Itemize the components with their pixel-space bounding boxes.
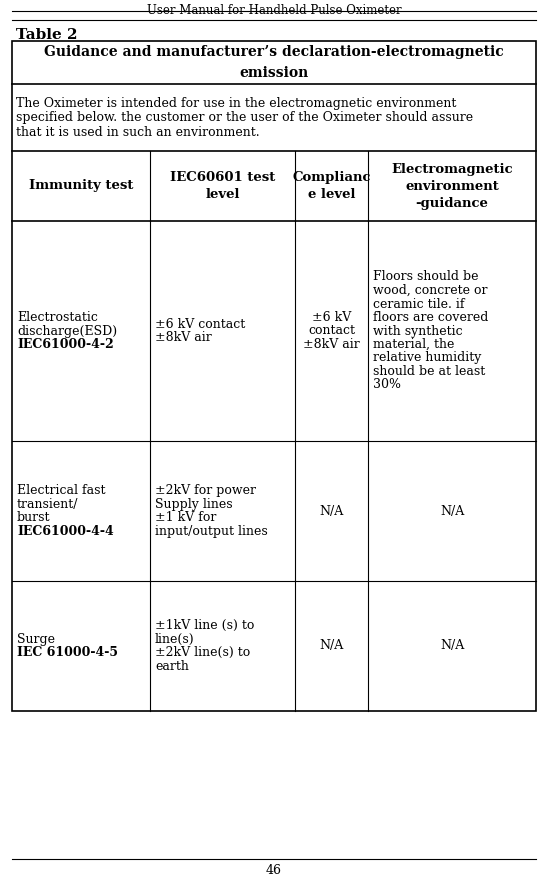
Text: burst: burst [17,511,50,525]
Text: 30%: 30% [373,379,401,391]
Text: N/A: N/A [440,639,464,653]
Text: Supply lines: Supply lines [155,498,232,511]
Text: specified below. the customer or the user of the Oximeter should assure: specified below. the customer or the use… [16,111,473,124]
Text: input/output lines: input/output lines [155,525,268,538]
Text: 46: 46 [266,864,282,877]
Text: discharge(ESD): discharge(ESD) [17,324,117,338]
Text: Table 2: Table 2 [16,28,77,42]
Text: Electrical fast: Electrical fast [17,485,106,497]
Text: ceramic tile. if: ceramic tile. if [373,298,465,310]
Text: should be at least: should be at least [373,365,485,378]
Text: N/A: N/A [440,504,464,517]
Text: ±8kV air: ±8kV air [155,332,212,344]
Text: ±6 kV contact: ±6 kV contact [155,317,246,331]
Text: ±1 kV for: ±1 kV for [155,511,216,525]
Text: with synthetic: with synthetic [373,324,463,338]
Text: material, the: material, the [373,338,454,351]
Text: ±2kV line(s) to: ±2kV line(s) to [155,646,250,660]
Text: Surge: Surge [17,633,55,645]
Text: ±6 kV: ±6 kV [312,311,351,324]
Text: Complianc
e level: Complianc e level [292,171,371,201]
Text: N/A: N/A [319,504,344,517]
Text: wood, concrete or: wood, concrete or [373,284,488,297]
Text: ±2kV for power: ±2kV for power [155,485,256,497]
Text: earth: earth [155,660,189,673]
Text: Guidance and manufacturer’s declaration-electromagnetic
emission: Guidance and manufacturer’s declaration-… [44,45,504,80]
Text: N/A: N/A [319,639,344,653]
Text: User Manual for Handheld Pulse Oximeter: User Manual for Handheld Pulse Oximeter [147,4,401,17]
Text: that it is used in such an environment.: that it is used in such an environment. [16,125,260,139]
Text: Electrostatic: Electrostatic [17,311,98,324]
Text: IEC60601 test
level: IEC60601 test level [170,171,275,201]
Text: transient/: transient/ [17,498,78,511]
Text: floors are covered: floors are covered [373,311,488,324]
Text: Floors should be: Floors should be [373,270,478,284]
Text: contact: contact [308,324,355,338]
Bar [12,41,536,711]
Text: ±1kV line (s) to: ±1kV line (s) to [155,620,254,632]
Text: relative humidity: relative humidity [373,351,481,364]
Text: ±8kV air: ±8kV air [303,338,360,351]
Text: IEC61000-4-2: IEC61000-4-2 [17,338,114,351]
Text: Immunity test: Immunity test [29,180,133,193]
Text: line(s): line(s) [155,633,195,645]
Text: IEC 61000-4-5: IEC 61000-4-5 [17,646,118,660]
Text: Electromagnetic
environment
-guidance: Electromagnetic environment -guidance [391,163,513,210]
Text: The Oximeter is intended for use in the electromagnetic environment: The Oximeter is intended for use in the … [16,97,456,109]
Text: IEC61000-4-4: IEC61000-4-4 [17,525,114,538]
